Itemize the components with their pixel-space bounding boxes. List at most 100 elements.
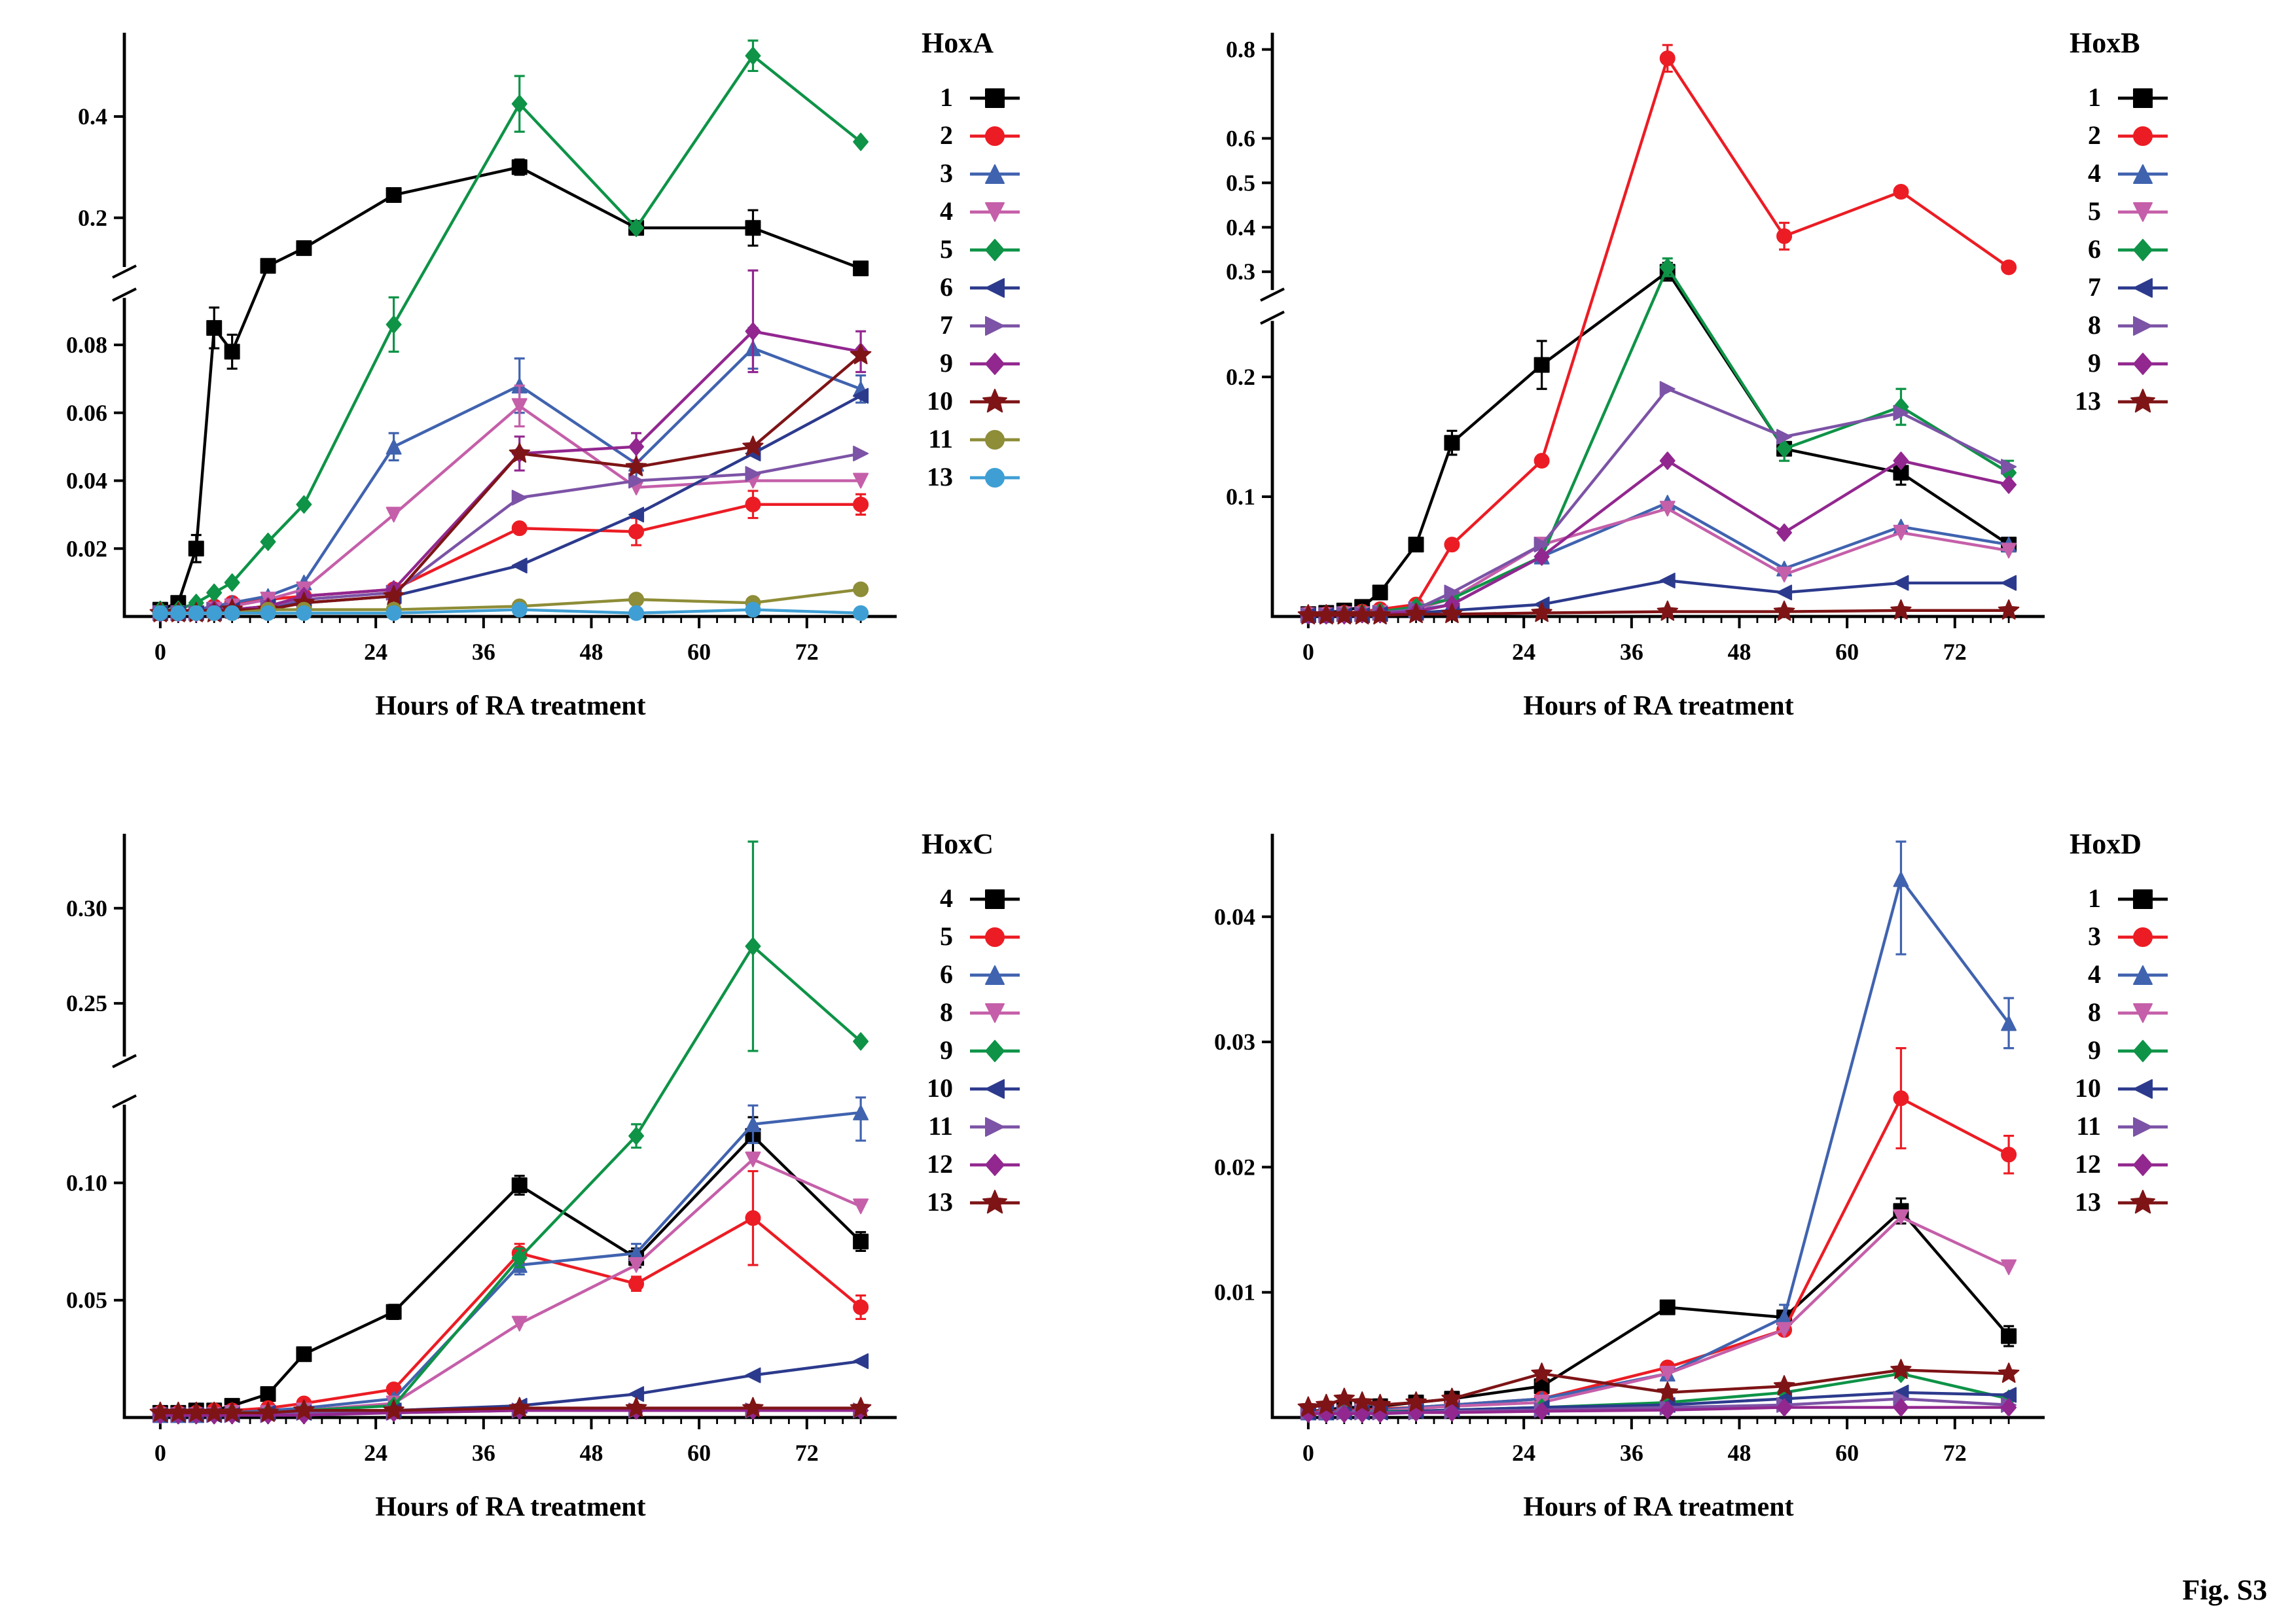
legend-item-hoxd-9: 9 — [2064, 1035, 2274, 1067]
legend-item-hoxd-10: 10 — [2064, 1073, 2274, 1105]
data-point-5 — [260, 532, 276, 551]
star-marker-icon — [982, 1190, 1007, 1214]
diamond-marker-icon — [2133, 1040, 2153, 1062]
data-point-9 — [853, 1032, 869, 1051]
x-tick-label: 60 — [1835, 1440, 1859, 1466]
data-point-6 — [628, 507, 645, 523]
diamond-marker-icon — [2133, 353, 2153, 375]
x-tick-label: 36 — [472, 1440, 495, 1466]
data-point-1 — [224, 344, 240, 360]
data-point-13 — [742, 1397, 764, 1418]
square-legend-marker-icon — [970, 88, 1020, 108]
data-point-5 — [296, 495, 312, 514]
data-point-12 — [1336, 1404, 1352, 1423]
data-point-13 — [745, 601, 761, 618]
triangle-left-marker-icon — [985, 1079, 1005, 1099]
y-tick-label: 0.04 — [66, 468, 107, 494]
hoxc-chart-canvas: 0 24 36 48 60 72 0.05 0.10 0.25 0.30 Hours of RA t… — [66, 834, 897, 1522]
x-tick-label: 48 — [579, 639, 603, 665]
legend-label: 9 — [940, 1036, 953, 1065]
triangle-right-legend-marker-icon — [2118, 1117, 2168, 1137]
y-tick-label: 0.02 — [66, 535, 107, 562]
triangle-right-marker-icon — [985, 1117, 1005, 1137]
legend-label: 13 — [2075, 387, 2101, 416]
data-point-13 — [1657, 1381, 1678, 1402]
legend-label: 13 — [927, 463, 953, 491]
series-HoxB-6 — [1300, 257, 2017, 625]
data-point-13 — [511, 601, 528, 618]
y-tick-label: 0.8 — [1226, 37, 1255, 63]
x-tick-label: 0 — [1302, 639, 1314, 665]
series-HoxB-13 — [1297, 599, 2020, 625]
legend-item-hoxd-8: 8 — [2064, 997, 2274, 1029]
legend-item-hoxa-7: 7 — [916, 310, 1126, 342]
data-point-12 — [1893, 1398, 1909, 1417]
hoxa-chart-canvas: 0 24 36 48 60 72 0.02 0.04 0.06 0.08 0.2 0.4 Hours o… — [66, 33, 897, 721]
data-point-8 — [1776, 1322, 1793, 1338]
square-legend-marker-icon — [970, 889, 1020, 909]
data-point-4 — [853, 473, 869, 489]
data-point-2 — [745, 496, 761, 512]
x-tick-label: 60 — [1835, 639, 1859, 665]
data-point-13 — [1369, 604, 1391, 625]
data-point-11 — [628, 592, 645, 608]
data-point-7 — [1893, 575, 1909, 591]
y-tick-label: 0.06 — [66, 400, 107, 426]
data-point-9 — [1893, 452, 1909, 471]
data-point-7 — [853, 446, 869, 462]
diamond-marker-icon — [985, 1040, 1005, 1062]
hoxa-legend: 1 2 3 4 5 6 7 9 10 11 13 — [916, 76, 1126, 500]
data-point-13 — [293, 1399, 315, 1420]
data-point-4 — [1893, 871, 1909, 887]
data-point-12 — [1659, 1400, 1676, 1419]
data-point-13 — [1531, 1363, 1552, 1383]
star-legend-marker-icon — [970, 1190, 1020, 1214]
axes: 0 24 36 48 60 72 0.02 0.04 0.06 0.08 0.2 0.4 — [66, 33, 897, 665]
legend-item-hoxb-6: 6 — [2064, 234, 2274, 266]
series-HoxC-13 — [149, 1397, 872, 1422]
data-point-13 — [1657, 600, 1678, 621]
data-point-2 — [1534, 453, 1550, 469]
data-point-5 — [745, 1210, 761, 1226]
data-point-12 — [1776, 1398, 1793, 1417]
data-point-12 — [1354, 1404, 1371, 1423]
data-point-2 — [511, 520, 528, 537]
legend-label: 12 — [2075, 1150, 2101, 1179]
data-point-13 — [1369, 1393, 1391, 1414]
y-tick-label: 0.08 — [66, 332, 107, 358]
legend-label: 13 — [927, 1188, 953, 1217]
hoxc-legend-column: HoxC 4 5 6 8 9 10 11 12 13 — [916, 809, 1126, 1225]
legend-item-hoxa-3: 3 — [916, 158, 1126, 190]
legend-label: 2 — [2088, 121, 2101, 150]
triangle-down-legend-marker-icon — [2118, 202, 2168, 222]
data-point-7 — [628, 473, 645, 489]
data-point-9 — [1659, 452, 1676, 471]
triangle-right-legend-marker-icon — [970, 316, 1020, 336]
triangle-right-marker-icon — [985, 316, 1005, 336]
data-point-10 — [853, 1353, 869, 1369]
data-point-9 — [1776, 523, 1793, 542]
legend-label: 11 — [928, 1112, 953, 1141]
data-point-13 — [1405, 603, 1427, 624]
triangle-up-legend-marker-icon — [2118, 164, 2168, 184]
data-point-5 — [511, 94, 528, 113]
data-point-5 — [1893, 524, 1909, 541]
legend-item-hoxd-4: 4 — [2064, 959, 2274, 991]
data-point-9 — [511, 1249, 528, 1268]
legend-item-hoxa-4: 4 — [916, 196, 1126, 228]
data-point-8 — [1893, 1209, 1909, 1225]
legend-item-hoxd-1: 1 — [2064, 883, 2274, 915]
x-tick-label: 48 — [1727, 1440, 1751, 1466]
data-point-1 — [1444, 435, 1460, 451]
triangle-up-marker-icon — [2133, 965, 2153, 985]
data-point-8 — [1893, 404, 1909, 421]
legend-item-hoxa-6: 6 — [916, 272, 1126, 304]
axes: 0 24 36 48 60 72 0.05 0.10 0.25 0.30 — [66, 834, 897, 1466]
data-point-13 — [188, 605, 204, 621]
panel-title-hoxa: HoxA — [922, 26, 994, 59]
legend-label: 12 — [927, 1150, 953, 1179]
data-point-3 — [386, 438, 402, 455]
panel-hoxc: 0 24 36 48 60 72 0.05 0.10 0.25 0.30 Hours of RA t… — [0, 809, 1148, 1610]
data-point-8 — [853, 1198, 869, 1215]
data-point-7 — [511, 490, 528, 506]
